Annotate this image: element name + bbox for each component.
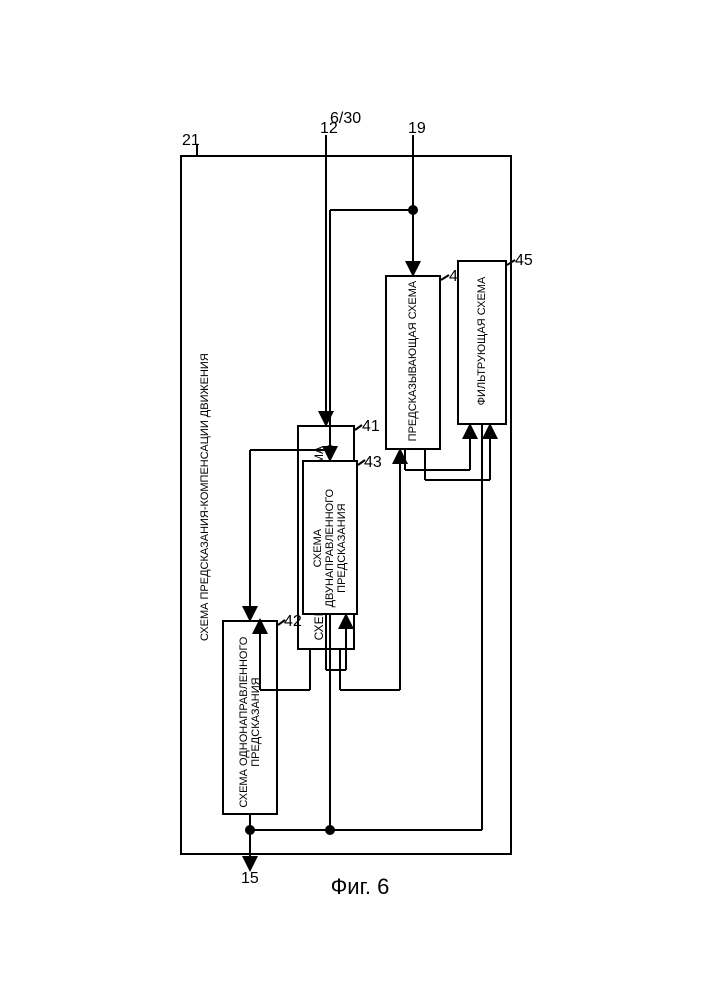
container-title: СХЕМА ПРЕДСКАЗАНИЯ-КОМПЕНСАЦИИ ДВИЖЕНИЯ bbox=[199, 341, 211, 641]
block-43-label: СХЕМА ДВУНАПРАВЛЕННОГО ПРЕДСКАЗАНИЯ bbox=[312, 473, 348, 623]
port-15: 15 bbox=[241, 870, 259, 888]
block-45-label: ФИЛЬТРУЮЩАЯ СХЕМА bbox=[476, 261, 488, 421]
block-42-label: СХЕМА ОДНОНАПРАВЛЕННОГО ПРЕДСКАЗАНИЯ bbox=[238, 627, 262, 817]
port-19: 19 bbox=[408, 120, 426, 138]
canvas: 6/30 СХЕМА ПРЕДСКАЗАНИЯ-КОМПЕНСАЦИИ ДВИЖ… bbox=[0, 0, 707, 1000]
ref-41: 41 bbox=[362, 418, 380, 436]
block-44-label: ПРЕДСКАЗЫВАЮЩАЯ СХЕМА bbox=[407, 276, 419, 446]
ref-21: 21 bbox=[182, 132, 200, 150]
port-12: 12 bbox=[320, 120, 338, 138]
ref-45: 45 bbox=[515, 252, 533, 270]
ref-42: 42 bbox=[284, 613, 302, 631]
ref-43: 43 bbox=[364, 454, 382, 472]
figure-caption: Фиг. 6 bbox=[300, 875, 420, 899]
